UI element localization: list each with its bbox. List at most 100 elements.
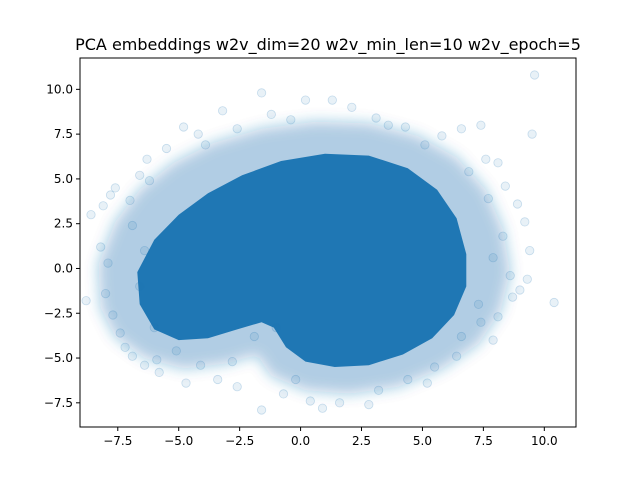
scatter-point xyxy=(500,181,510,191)
scatter-point xyxy=(476,120,486,130)
scatter-point xyxy=(456,331,466,342)
scatter-point xyxy=(135,281,145,291)
scatter-point xyxy=(400,122,410,132)
scatter-point xyxy=(154,367,164,377)
scatter-point xyxy=(232,382,242,392)
scatter-point xyxy=(144,176,155,186)
scatter-point xyxy=(291,374,301,385)
x-tick-label: 2.5 xyxy=(352,434,371,448)
scatter-point xyxy=(193,129,203,139)
x-tick-label: −5.0 xyxy=(164,434,193,448)
scatter-point xyxy=(300,95,311,105)
scatter-point xyxy=(266,109,276,120)
scatter-point xyxy=(200,140,211,150)
scatter-point xyxy=(527,129,537,139)
scatter-point xyxy=(142,154,152,164)
scatter-point xyxy=(403,374,413,385)
scatter-point xyxy=(507,292,518,302)
y-tick-label: 7.5 xyxy=(54,127,73,141)
scatter-point xyxy=(488,253,498,263)
scatter-point xyxy=(493,312,503,322)
scatter-point xyxy=(305,396,315,406)
scatter-point xyxy=(105,190,116,200)
scatter-point xyxy=(520,217,530,227)
scatter-point xyxy=(512,199,523,209)
scatter-point xyxy=(498,231,508,241)
scatter-point xyxy=(437,131,447,141)
scatter-point xyxy=(515,285,525,295)
scatter-point xyxy=(256,405,267,415)
scatter-point xyxy=(152,355,162,365)
plot-area xyxy=(81,70,559,415)
scatter-point xyxy=(271,322,281,333)
scatter-point xyxy=(483,194,493,204)
y-tick-label: −5.0 xyxy=(44,351,73,365)
scatter-point xyxy=(149,322,159,333)
scatter-point xyxy=(101,288,111,299)
scatter-point xyxy=(127,220,137,231)
scatter-point xyxy=(127,351,137,361)
scatter-point xyxy=(493,158,503,168)
scatter-point xyxy=(179,122,189,132)
scatter-point xyxy=(96,242,106,252)
x-tick-label: 10.0 xyxy=(531,434,558,448)
scatter-point xyxy=(213,374,223,385)
scatter-point xyxy=(364,399,374,410)
scatter-point xyxy=(256,88,267,98)
scatter-point xyxy=(476,317,486,327)
scatter-point xyxy=(505,270,515,281)
scatter-dense-core xyxy=(137,153,467,367)
scatter-point xyxy=(429,362,440,372)
scatter-point xyxy=(522,274,532,284)
scatter-point xyxy=(420,140,430,150)
y-tick-label: 10.0 xyxy=(46,82,73,96)
scatter-point xyxy=(115,328,125,338)
scatter-point xyxy=(327,95,337,105)
scatter-point xyxy=(347,102,357,112)
scatter-point xyxy=(383,120,393,130)
scatter-point xyxy=(110,183,120,193)
scatter-point xyxy=(317,403,328,413)
x-tick-label: 7.5 xyxy=(474,434,493,448)
scatter-point xyxy=(278,389,289,399)
chart-title: PCA embeddings w2v_dim=20 w2v_min_len=10… xyxy=(75,35,581,55)
scatter-point xyxy=(371,113,381,123)
scatter-point xyxy=(549,297,559,308)
scatter-point xyxy=(334,398,345,408)
scatter-point xyxy=(135,170,145,180)
scatter-point xyxy=(227,356,237,367)
scatter-point xyxy=(120,342,130,352)
y-tick-label: −2.5 xyxy=(44,306,73,320)
scatter-point xyxy=(218,106,228,116)
x-tick-label: −2.5 xyxy=(225,434,254,448)
scatter-point xyxy=(473,299,484,309)
scatter-point xyxy=(464,167,474,177)
scatter-point xyxy=(481,154,491,164)
scatter-point xyxy=(373,385,384,395)
scatter-point xyxy=(103,258,113,268)
scatter-point xyxy=(108,310,118,320)
scatter-point xyxy=(98,201,108,211)
scatter-point xyxy=(451,351,462,361)
y-tick-label: 5.0 xyxy=(54,172,73,186)
scatter-point xyxy=(232,124,242,134)
y-tick-label: 2.5 xyxy=(54,217,73,231)
scatter-point xyxy=(161,143,172,154)
y-tick-label: 0.0 xyxy=(54,261,73,275)
scatter-point xyxy=(286,115,296,125)
x-tick-label: 0.0 xyxy=(291,434,310,448)
y-axis: −7.5 −5.0 −2.5 0.0 2.5 5.0 7.5 10.0 xyxy=(44,82,80,410)
scatter-point xyxy=(125,195,135,205)
scatter-point xyxy=(140,360,150,370)
scatter-point xyxy=(140,246,150,256)
scatter-point xyxy=(249,331,259,342)
scatter-point xyxy=(181,378,191,388)
scatter-point xyxy=(196,360,206,370)
scatter-point xyxy=(488,335,498,345)
scatter-point xyxy=(456,124,466,134)
x-tick-label: −7.5 xyxy=(103,434,132,448)
scatter-point xyxy=(525,246,535,256)
x-tick-label: 5.0 xyxy=(413,434,432,448)
